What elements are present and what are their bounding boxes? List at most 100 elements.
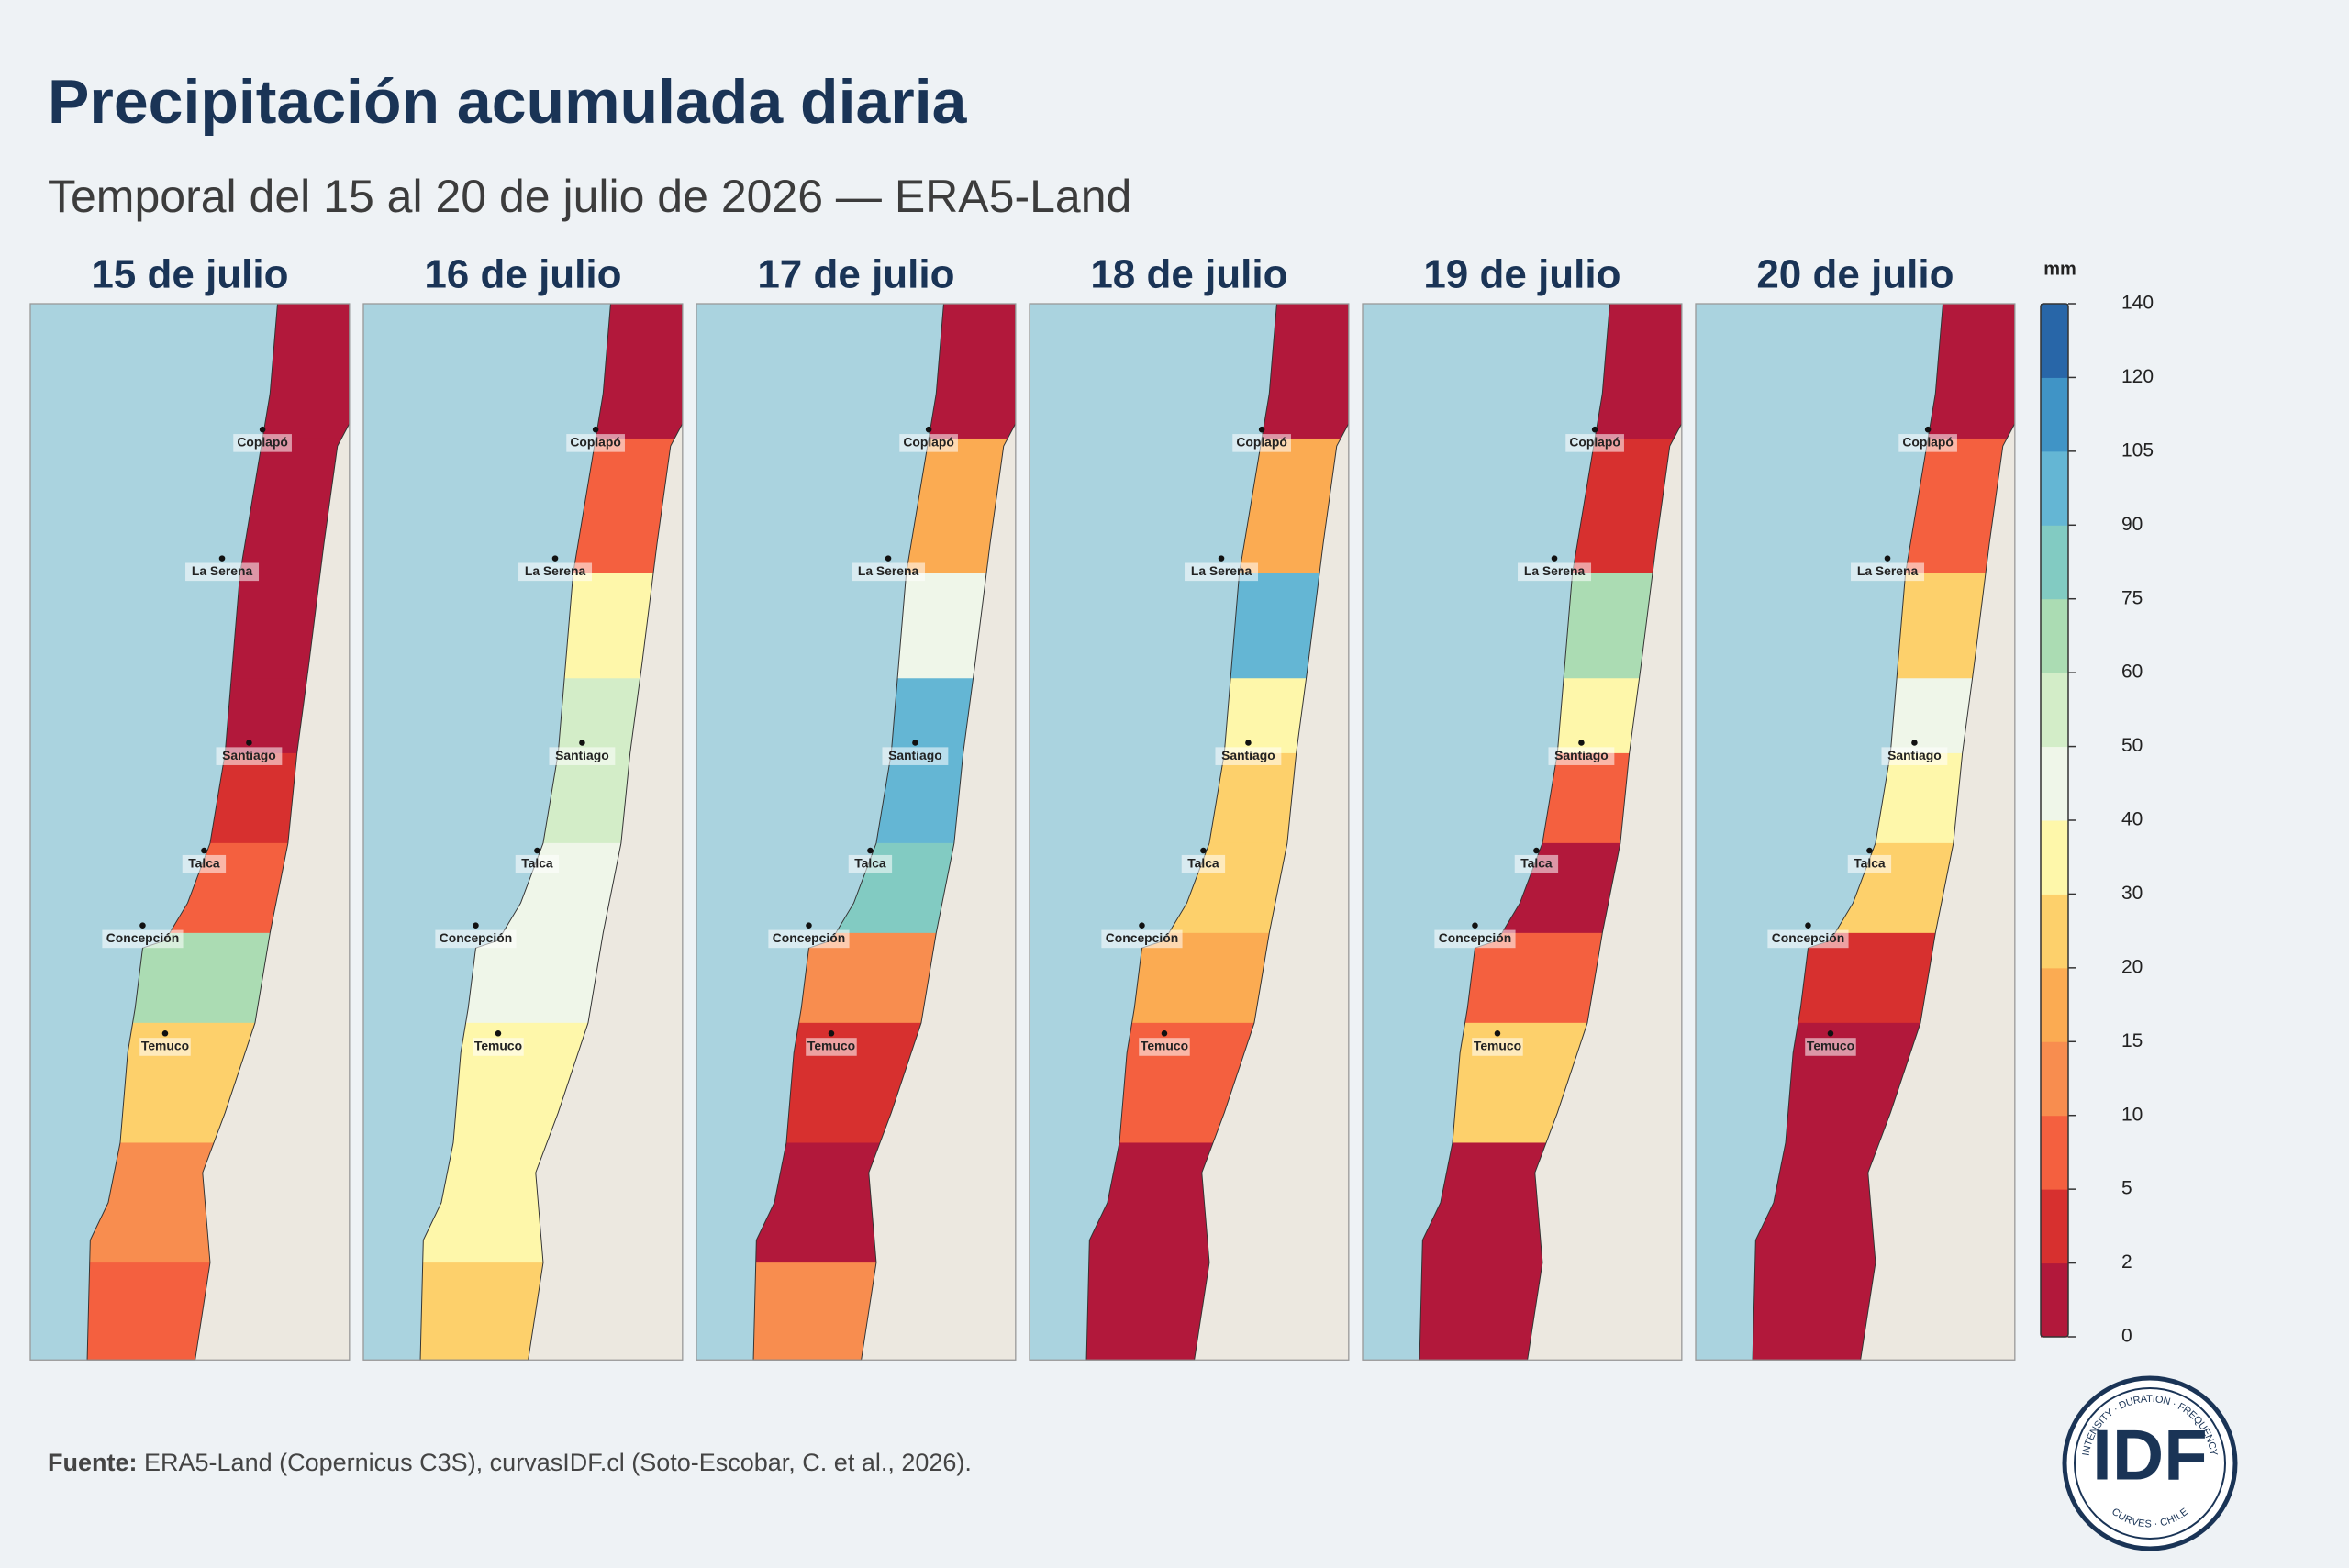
colorbar-tick-label: 140: [2121, 293, 2154, 314]
colorbar-bin: [2041, 450, 2068, 526]
city-label-bg: [185, 562, 260, 582]
city-dot: [495, 1030, 502, 1037]
city-label: Santiago: [888, 748, 942, 762]
city-label-bg: [899, 434, 958, 452]
city-label: Concepción: [1772, 930, 1844, 945]
panel-border: [696, 303, 1017, 1361]
city-label: Santiago: [222, 748, 276, 762]
city-dot: [139, 922, 146, 929]
colorbar-bin: [2041, 1115, 2068, 1190]
city-label: Santiago: [1221, 748, 1275, 762]
argentina: [195, 304, 350, 1361]
colorbar-tick-label: 0: [2121, 1326, 2132, 1347]
argentina: [861, 304, 1016, 1361]
city-label: Concepción: [1439, 930, 1511, 945]
city-label-bg: [1185, 562, 1259, 582]
city-label-bg: [882, 747, 949, 765]
city-label: Copiapó: [1902, 435, 1954, 450]
title: Precipitación acumulada diaria: [48, 67, 968, 137]
city-label-bg: [473, 1038, 524, 1056]
city-label-bg: [1898, 434, 1957, 452]
city-label: Concepción: [1106, 930, 1178, 945]
city-dot: [1866, 847, 1873, 854]
coastline: [419, 303, 684, 1361]
map-panel: Copiapó La Serena Santiago Talca Concepción T…: [362, 303, 684, 1361]
city-dot: [218, 555, 226, 562]
colorbar-bin: [2041, 894, 2068, 969]
city-label-bg: [102, 929, 184, 949]
logo: INTENSITY · DURATION · FREQUENCY CURVES …: [2062, 1375, 2238, 1551]
city-dot: [1578, 740, 1585, 746]
city-label-bg: [1767, 929, 1849, 949]
city-dot: [912, 740, 918, 746]
coastline: [752, 303, 1017, 1361]
colorbar-bin: [2041, 746, 2068, 821]
city-label: La Serena: [525, 563, 586, 578]
city-label-bg: [1565, 434, 1624, 452]
city-label: Temuco: [474, 1039, 522, 1053]
colorbar-tick-label: 90: [2121, 514, 2143, 535]
panel-border: [1362, 303, 1683, 1361]
colorbar-bin: [2041, 1262, 2068, 1338]
city-label: Temuco: [1474, 1039, 1521, 1053]
city-dot: [246, 740, 252, 746]
city-label-bg: [1805, 1038, 1856, 1056]
panel-title: 15 de julio: [91, 252, 288, 297]
colorbar-tick-label: 40: [2121, 809, 2143, 830]
map-panel: Copiapó La Serena Santiago Talca Concepción T…: [1695, 303, 2016, 1361]
logo-mark: IDF: [2092, 1415, 2208, 1496]
panel-title: 20 de julio: [1756, 252, 1954, 297]
city-label-bg: [1434, 929, 1516, 949]
city-label: Temuco: [1141, 1039, 1188, 1053]
colorbar-bin: [2041, 598, 2068, 673]
colorbar-tick-label: 2: [2121, 1251, 2132, 1273]
city-dot: [1258, 426, 1265, 433]
city-label-bg: [435, 929, 517, 949]
city-dot: [1494, 1030, 1501, 1037]
colorbar-bin: [2041, 967, 2068, 1042]
colorbar-tick-label: 120: [2121, 366, 2154, 387]
map-panel: Copiapó La Serena Santiago Talca Concepción T…: [1029, 303, 1350, 1361]
colorbar-tick-label: 75: [2121, 587, 2143, 608]
panel-title: 17 de julio: [757, 252, 954, 297]
city-label-bg: [1514, 854, 1559, 873]
city-dot: [201, 847, 207, 854]
city-label: Santiago: [555, 748, 609, 762]
city-label: La Serena: [1191, 563, 1252, 578]
city-dot: [259, 426, 266, 433]
city-label: Talca: [1187, 855, 1219, 870]
colorbar-tick-label: 20: [2121, 956, 2143, 977]
city-label-bg: [1472, 1038, 1523, 1056]
colorbar-tick-label: 10: [2121, 1104, 2143, 1125]
panel-title: 18 de julio: [1090, 252, 1287, 297]
city-dot: [1805, 922, 1811, 929]
coastline: [86, 303, 351, 1361]
city-label: La Serena: [192, 563, 253, 578]
panel-border: [362, 303, 684, 1361]
city-label-bg: [1139, 1038, 1190, 1056]
city-dot: [806, 922, 812, 929]
city-label: La Serena: [1857, 563, 1919, 578]
city-label: Copiapó: [237, 435, 288, 450]
coastline: [1085, 303, 1350, 1361]
panel-title: 16 de julio: [424, 252, 621, 297]
city-label: Temuco: [1807, 1039, 1854, 1053]
city-label-bg: [216, 747, 283, 765]
city-dot: [867, 847, 874, 854]
city-dot: [579, 740, 585, 746]
source-text: ERA5-Land (Copernicus C3S), curvasIDF.cl…: [144, 1449, 972, 1476]
city-label: La Serena: [858, 563, 919, 578]
panel-border: [29, 303, 351, 1361]
argentina: [1527, 304, 1682, 1361]
city-label: Talca: [521, 855, 553, 870]
city-label: Temuco: [807, 1039, 855, 1053]
panel-border: [1029, 303, 1350, 1361]
coastline: [1752, 303, 2016, 1361]
panel-title: 19 de julio: [1423, 252, 1620, 297]
city-label-bg: [1232, 434, 1291, 452]
city-label-bg: [1548, 747, 1615, 765]
city-label-bg: [1881, 747, 1948, 765]
city-dot: [1218, 555, 1225, 562]
city-label: Concepción: [773, 930, 845, 945]
city-dot: [1139, 922, 1145, 929]
